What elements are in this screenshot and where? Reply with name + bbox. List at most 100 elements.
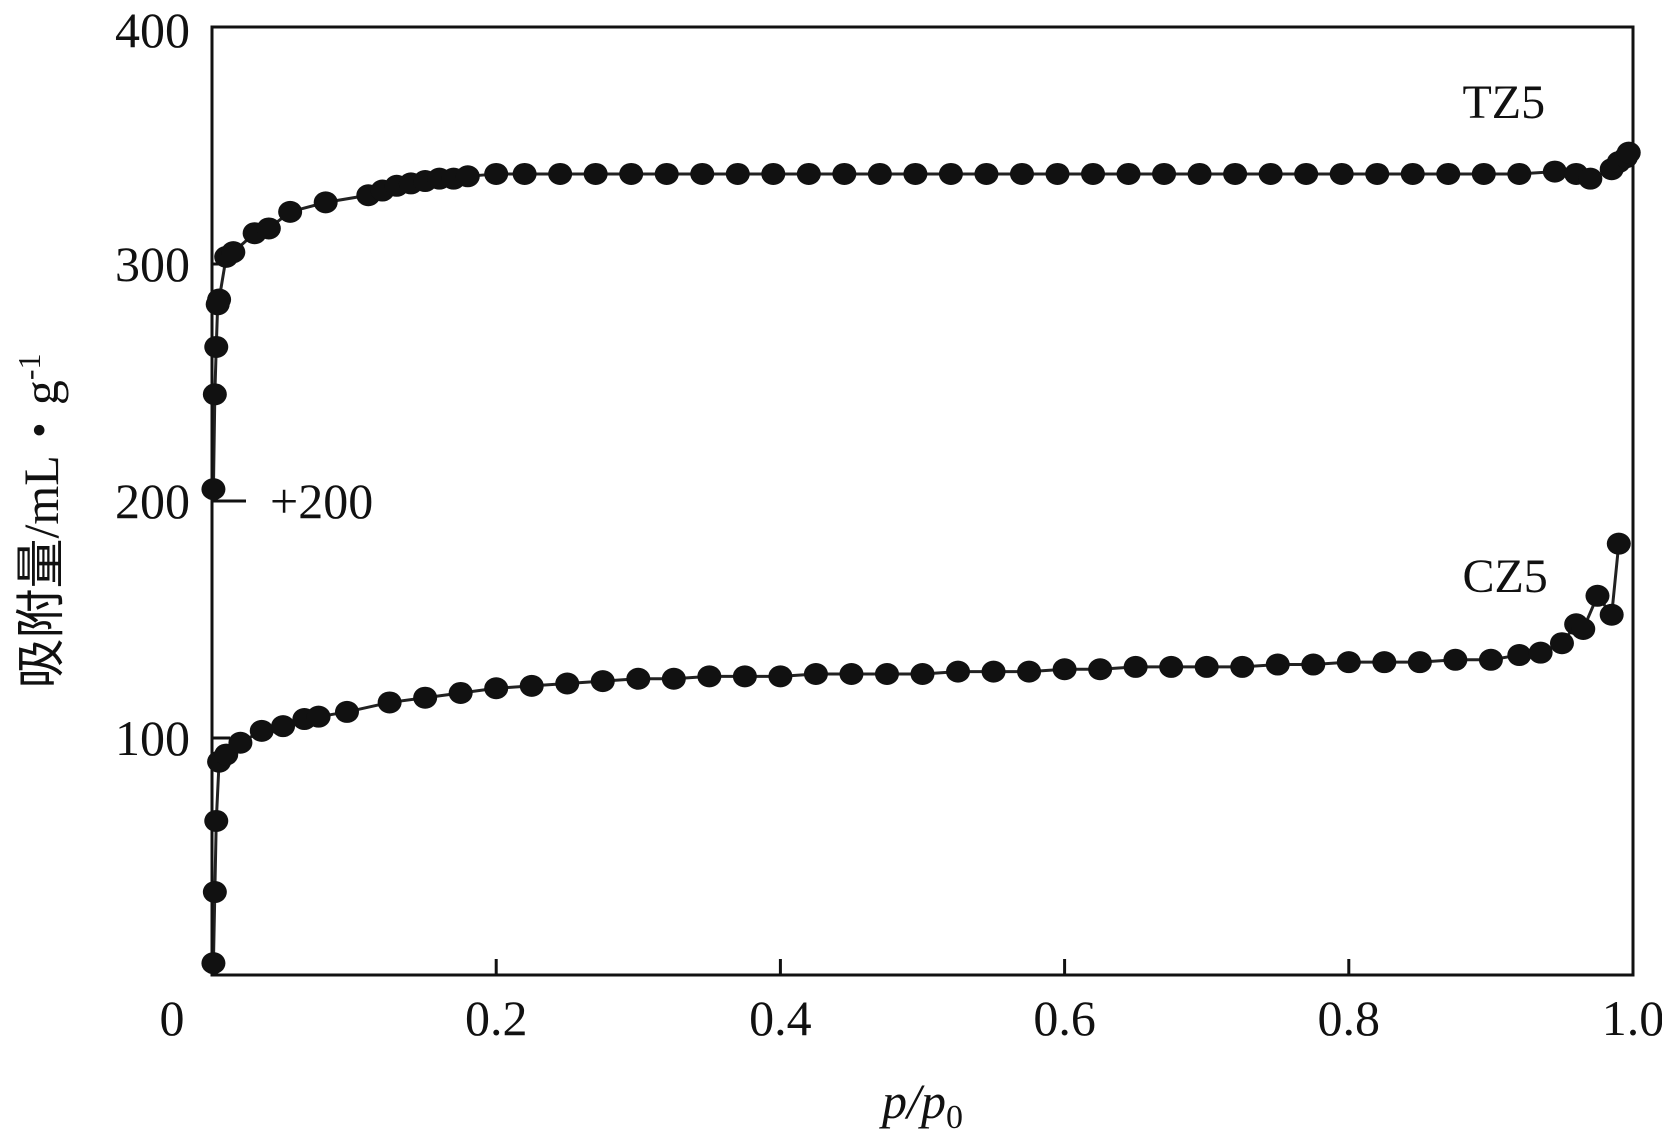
data-point-tz5: [1507, 162, 1532, 185]
data-point-cz5: [1528, 641, 1553, 664]
data-point-tz5: [204, 335, 229, 358]
data-point-cz5: [1194, 655, 1219, 678]
data-point-tz5: [455, 165, 480, 188]
x-tick-label: 0.6: [1033, 990, 1096, 1046]
data-point-tz5: [1400, 162, 1425, 185]
data-point-tz5: [619, 162, 644, 185]
data-point-tz5: [202, 383, 227, 406]
data-point-tz5: [796, 162, 821, 185]
data-point-cz5: [981, 660, 1006, 683]
data-point-tz5: [1436, 162, 1461, 185]
data-point-tz5: [1471, 162, 1496, 185]
data-point-tz5: [278, 200, 303, 223]
data-point-cz5: [555, 672, 580, 695]
data-point-cz5: [334, 700, 359, 723]
data-point-cz5: [202, 881, 227, 904]
x-tick-label: 0.2: [465, 990, 528, 1046]
data-point-cz5: [271, 715, 296, 738]
data-point-cz5: [228, 731, 253, 754]
data-point-cz5: [946, 660, 971, 683]
data-point-cz5: [803, 663, 828, 686]
data-point-tz5: [1616, 141, 1641, 164]
data-point-cz5: [626, 667, 651, 690]
data-point-tz5: [1045, 162, 1070, 185]
data-point-tz5: [1294, 162, 1319, 185]
data-point-tz5: [1223, 162, 1248, 185]
data-point-tz5: [1578, 167, 1603, 190]
data-point-tz5: [1081, 162, 1106, 185]
data-point-cz5: [1052, 658, 1077, 681]
data-point-tz5: [974, 162, 999, 185]
data-point-cz5: [204, 809, 229, 832]
x-tick-label: 0.8: [1318, 990, 1381, 1046]
series-label-cz5: CZ5: [1462, 550, 1547, 603]
y-tick-label: 200: [115, 473, 190, 529]
data-point-cz5: [1599, 603, 1624, 626]
data-point-tz5: [313, 191, 338, 214]
data-point-cz5: [519, 674, 544, 697]
data-point-tz5: [1116, 162, 1141, 185]
data-point-tz5: [548, 162, 573, 185]
data-point-cz5: [1585, 584, 1610, 607]
data-point-cz5: [413, 686, 438, 709]
data-point-cz5: [590, 670, 615, 693]
data-point-cz5: [1123, 655, 1148, 678]
data-point-cz5: [874, 663, 899, 686]
data-point-cz5: [768, 665, 793, 688]
data-point-cz5: [249, 719, 274, 742]
data-point-cz5: [661, 667, 686, 690]
data-point-cz5: [484, 677, 509, 700]
data-point-cz5: [1088, 658, 1113, 681]
y-tick-label: 100: [115, 710, 190, 766]
data-point-cz5: [448, 681, 473, 704]
data-point-tz5: [484, 162, 509, 185]
data-point-tz5: [1365, 162, 1390, 185]
x-axis-title: p/p0: [879, 1073, 963, 1135]
series-layer: [201, 141, 1641, 975]
data-point-cz5: [910, 663, 935, 686]
data-point-cz5: [1017, 660, 1042, 683]
y-axis-title: 吸附量/mL・g-1: [11, 354, 69, 689]
data-point-cz5: [1336, 651, 1361, 674]
data-point-tz5: [725, 162, 750, 185]
data-point-cz5: [1478, 648, 1503, 671]
data-point-tz5: [690, 162, 715, 185]
data-point-tz5: [761, 162, 786, 185]
data-point-tz5: [1187, 162, 1212, 185]
x-tick-label: 0: [160, 990, 185, 1046]
data-point-cz5: [1443, 648, 1468, 671]
data-point-tz5: [654, 162, 679, 185]
data-point-tz5: [1329, 162, 1354, 185]
x-tick-label: 1.0: [1602, 990, 1662, 1046]
y-tick-label: 400: [115, 2, 190, 58]
data-point-cz5: [732, 665, 757, 688]
data-point-tz5: [583, 162, 608, 185]
x-tick-label: 0.4: [749, 990, 812, 1046]
data-point-tz5: [1009, 162, 1034, 185]
data-point-cz5: [306, 705, 331, 728]
data-point-tz5: [256, 217, 281, 240]
data-point-tz5: [1152, 162, 1177, 185]
data-point-cz5: [1301, 653, 1326, 676]
data-point-cz5: [1265, 653, 1290, 676]
data-point-cz5: [1372, 651, 1397, 674]
data-point-tz5: [1542, 160, 1567, 183]
offset-annotation: +200: [270, 473, 373, 529]
data-point-cz5: [1407, 651, 1432, 674]
data-point-cz5: [1571, 617, 1596, 640]
data-point-tz5: [221, 241, 246, 264]
data-point-tz5: [938, 162, 963, 185]
y-tick-label: 300: [115, 236, 190, 292]
data-point-tz5: [512, 162, 537, 185]
ticks-layer: 0 0.2 0.4 0.6 0.8 1.0 100 200 300 400: [115, 2, 1662, 1046]
data-point-tz5: [1258, 162, 1283, 185]
data-point-tz5: [903, 162, 928, 185]
data-point-cz5: [1549, 632, 1574, 655]
data-point-cz5: [377, 691, 402, 714]
labels-layer: TZ5 CZ5: [226, 76, 1548, 603]
data-point-cz5: [1230, 655, 1255, 678]
data-point-cz5: [1507, 644, 1532, 667]
data-point-cz5: [1606, 532, 1631, 555]
data-point-cz5: [697, 665, 722, 688]
